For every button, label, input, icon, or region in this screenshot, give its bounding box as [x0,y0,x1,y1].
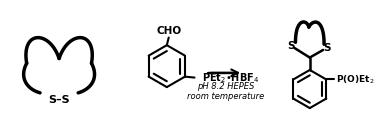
Text: P(O)Et$_2$: P(O)Et$_2$ [336,73,374,86]
Text: room temperature: room temperature [187,92,264,101]
Text: pH 8.2 HEPES: pH 8.2 HEPES [197,82,254,91]
Text: S: S [323,43,331,53]
Text: PEt$_2$•HBF$_4$: PEt$_2$•HBF$_4$ [202,72,259,85]
Text: CHO: CHO [156,26,181,36]
Text: S–S: S–S [48,95,70,105]
Text: S: S [287,41,294,51]
